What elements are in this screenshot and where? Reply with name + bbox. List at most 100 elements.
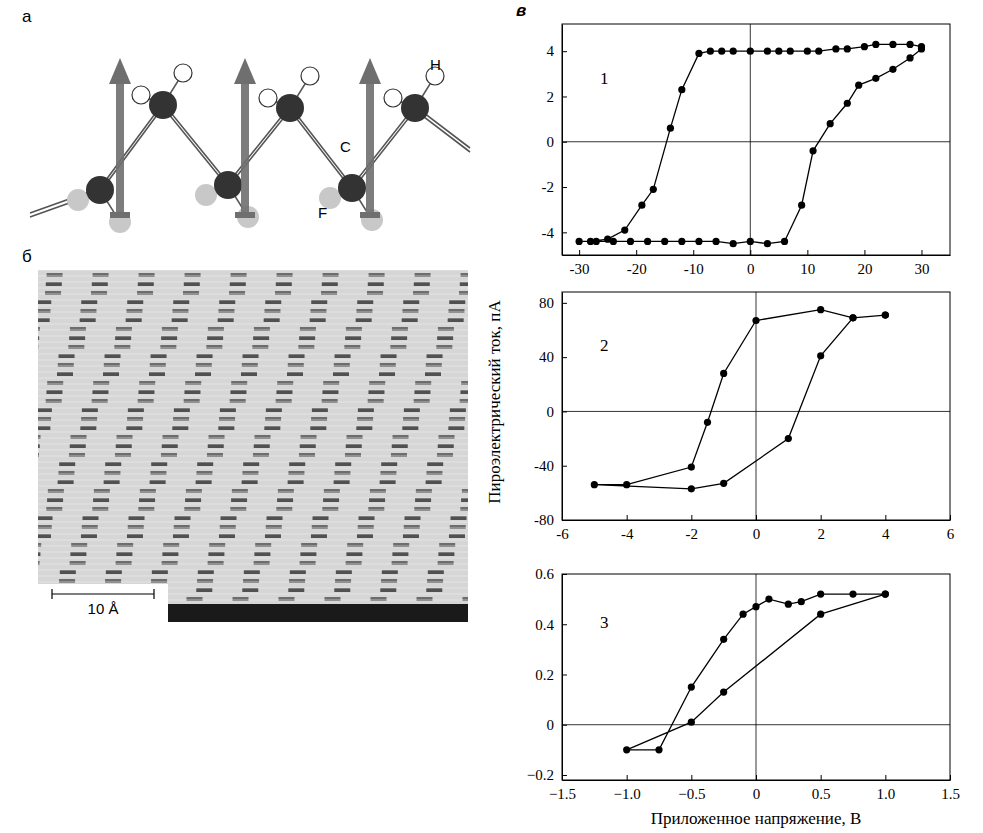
x-tick: -20 [627, 250, 647, 277]
data-point [747, 238, 754, 245]
y-tick-label: -80 [534, 512, 554, 528]
y-tick-mark [562, 142, 567, 143]
data-point [817, 306, 824, 313]
data-point [688, 719, 695, 726]
data-point [764, 48, 771, 55]
x-tick-mark [627, 515, 628, 520]
scan-line [38, 353, 468, 354]
data-point [730, 48, 737, 55]
atom-label: F [318, 204, 327, 221]
x-tick-mark [750, 250, 751, 255]
y-tick-mark [562, 574, 567, 575]
data-point [832, 45, 839, 52]
scale-bar-end [51, 589, 52, 599]
data-point [817, 590, 824, 597]
fluorine-atom [361, 209, 383, 231]
y-axis: -80-4004080 [534, 293, 567, 529]
scan-line [38, 449, 468, 450]
x-tick: 0.5 [812, 775, 831, 802]
data-point [815, 48, 822, 55]
scan-line [38, 443, 468, 444]
scan-line [38, 581, 468, 582]
y-tick-mark [562, 187, 567, 188]
y-tick-label: 40 [539, 349, 554, 365]
data-layer [591, 306, 889, 492]
x-tick-label: 1.5 [941, 786, 960, 802]
data-point [712, 238, 719, 245]
x-tick-label: 2 [817, 526, 825, 542]
scan-line [38, 270, 468, 271]
scan-line [38, 563, 468, 564]
y-tick-label: 0 [547, 134, 555, 150]
x-tick-label: 0 [753, 526, 761, 542]
scan-line [38, 593, 468, 594]
dipole-arrow-shaft [366, 80, 374, 215]
x-axis-line [563, 255, 951, 256]
scan-line [38, 281, 468, 282]
hydrogen-atom [174, 64, 192, 82]
scan-line [38, 365, 468, 366]
panel-label: а [22, 7, 32, 26]
data-point [678, 238, 685, 245]
x-tick-label: −1.5 [549, 786, 576, 802]
image-bottom-strip [168, 604, 468, 622]
x-tick-label: -30 [570, 261, 590, 277]
data-point [752, 603, 759, 610]
x-tick-mark [756, 515, 757, 520]
data-point [627, 238, 634, 245]
y-axis-line [562, 25, 563, 256]
y-axis-title: Пироэлектрический ток, пА [485, 300, 504, 504]
hydrogen-atom [132, 86, 150, 104]
y-axis-line [562, 293, 563, 521]
carbon-atom [214, 171, 242, 199]
x-tick-label: -2 [686, 526, 699, 542]
carbon-atom [401, 94, 429, 122]
plot-frame [562, 24, 950, 255]
scan-line [38, 485, 468, 486]
scan-line [38, 509, 468, 510]
data-point [872, 41, 879, 48]
x-tick-mark [921, 250, 922, 255]
data-point [817, 352, 824, 359]
y-tick-label: 0.4 [535, 617, 554, 633]
scan-line [38, 311, 468, 312]
x-tick: −0.5 [678, 775, 705, 802]
scan-line [38, 413, 468, 414]
scan-line [38, 575, 468, 576]
x-tick-label: 1.0 [876, 786, 895, 802]
data-layer [576, 41, 926, 247]
data-point [610, 238, 617, 245]
chain-diagram: HCF [30, 56, 470, 233]
data-point [688, 485, 695, 492]
carbon-atom [276, 94, 304, 122]
data-point [882, 311, 889, 318]
x-tick-mark [950, 515, 951, 520]
y-axis: -4-2024 [542, 25, 568, 256]
y-tick: 40 [539, 349, 567, 365]
y-tick-label: 0.2 [535, 667, 554, 683]
x-tick: 30 [914, 250, 929, 277]
scan-line [38, 557, 468, 558]
panel-label: б [22, 247, 32, 266]
data-point [688, 683, 695, 690]
x-axis: -30-20-100102030 [563, 250, 951, 277]
y-tick: -40 [534, 458, 567, 474]
scan-line [38, 455, 468, 456]
x-tick-mark [864, 250, 865, 255]
scan-line [38, 515, 468, 516]
y-tick: 0.2 [535, 667, 567, 683]
x-tick-label: -4 [621, 526, 634, 542]
data-point [720, 636, 727, 643]
y-tick-mark [562, 624, 567, 625]
y-tick-label: -2 [542, 179, 555, 195]
dipole-arrow-base [360, 212, 380, 218]
data-point [849, 590, 856, 597]
scan-line [38, 521, 468, 522]
x-tick: 1.0 [876, 775, 895, 802]
x-tick-mark [885, 515, 886, 520]
zero-line-x [750, 24, 751, 255]
scan-line [38, 341, 468, 342]
scan-line [38, 539, 468, 540]
data-point [678, 86, 685, 93]
scan-line [38, 377, 468, 378]
